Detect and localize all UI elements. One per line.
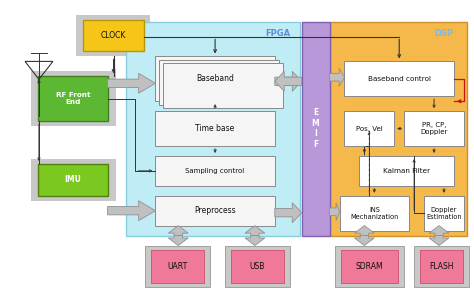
Bar	[31, 71, 116, 126]
Polygon shape	[329, 203, 339, 221]
Bar	[335, 246, 404, 287]
Text: Preprocess: Preprocess	[194, 206, 236, 215]
Text: RF Front
End: RF Front End	[55, 92, 90, 105]
Bar	[420, 249, 463, 283]
Text: FPGA: FPGA	[265, 29, 291, 38]
Polygon shape	[355, 226, 374, 236]
Bar	[155, 156, 275, 186]
Polygon shape	[355, 236, 374, 246]
Bar	[301, 22, 329, 236]
Text: Pos, Vel: Pos, Vel	[356, 126, 383, 132]
Text: Kalman Filter: Kalman Filter	[383, 168, 430, 174]
Bar	[345, 111, 394, 146]
Text: E
M
I
F: E M I F	[312, 109, 319, 149]
Bar	[126, 22, 300, 236]
Bar	[155, 56, 275, 101]
Bar	[339, 196, 409, 230]
Bar	[404, 111, 464, 146]
Text: Baseband control: Baseband control	[368, 76, 431, 82]
Text: SDRAM: SDRAM	[356, 262, 383, 271]
Polygon shape	[275, 203, 301, 223]
Bar	[329, 22, 467, 236]
Bar	[76, 15, 150, 56]
Text: INS
Mechanization: INS Mechanization	[350, 207, 399, 220]
Bar	[38, 76, 108, 121]
Bar	[340, 249, 398, 283]
Text: UART: UART	[168, 262, 188, 271]
Bar	[414, 246, 469, 287]
Polygon shape	[329, 68, 345, 86]
Bar	[155, 196, 275, 226]
Polygon shape	[429, 226, 449, 236]
Bar	[164, 63, 283, 108]
Polygon shape	[168, 226, 188, 236]
Bar	[159, 60, 279, 105]
Bar	[31, 159, 116, 201]
Text: Doppler
Estimation: Doppler Estimation	[426, 207, 462, 220]
Text: FLASH: FLASH	[429, 262, 454, 271]
Polygon shape	[429, 236, 449, 246]
Text: PR, CP,
Doppler: PR, CP, Doppler	[420, 122, 448, 135]
Text: CLOCK: CLOCK	[101, 31, 126, 40]
Text: Baseband: Baseband	[196, 74, 234, 83]
Polygon shape	[108, 201, 155, 221]
Bar	[83, 19, 145, 52]
Text: Time base: Time base	[195, 124, 235, 133]
Bar	[359, 156, 454, 186]
Text: IMU: IMU	[64, 175, 81, 184]
Polygon shape	[275, 71, 301, 91]
Bar	[225, 246, 290, 287]
Polygon shape	[275, 71, 301, 91]
Polygon shape	[245, 236, 265, 246]
Bar	[155, 111, 275, 146]
Bar	[151, 249, 204, 283]
Bar	[345, 61, 454, 96]
Bar	[146, 246, 210, 287]
Bar	[424, 196, 464, 230]
Bar	[38, 164, 108, 196]
Bar	[231, 249, 284, 283]
Polygon shape	[168, 236, 188, 246]
Text: DSP: DSP	[435, 29, 454, 38]
Polygon shape	[108, 73, 155, 93]
Polygon shape	[245, 226, 265, 236]
Text: USB: USB	[250, 262, 265, 271]
Text: Sampling control: Sampling control	[185, 168, 245, 174]
